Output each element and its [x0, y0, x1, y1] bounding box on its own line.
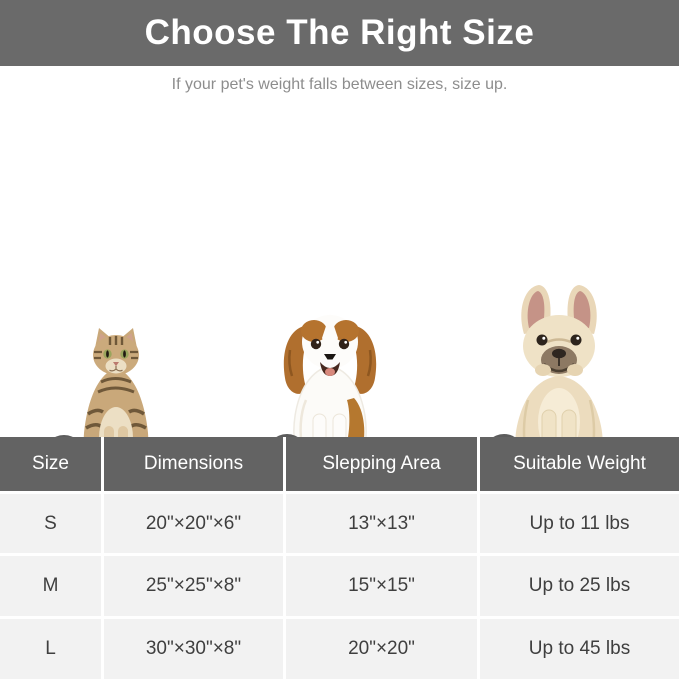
bulldog-head	[523, 315, 595, 377]
dog-head	[301, 314, 359, 376]
pet-size-examples: S M L	[0, 110, 679, 478]
size-table: Size Dimensions Slepping Area Suitable W…	[0, 437, 679, 679]
cell-m-size: M	[0, 556, 101, 616]
cell-m-dimensions: 25"×25"×8"	[104, 556, 283, 616]
cell-m-sleeping-area: 15"×15"	[286, 556, 477, 616]
cell-l-dimensions: 30"×30"×8"	[104, 619, 283, 679]
column-header-suitable-weight: Suitable Weight	[480, 437, 679, 491]
column-header-size: Size	[0, 437, 101, 491]
cell-s-size: S	[0, 494, 101, 553]
cell-l-size: L	[0, 619, 101, 679]
cell-l-sleeping-area: 20"×20"	[286, 619, 477, 679]
column-header-sleeping-area: Slepping Area	[286, 437, 477, 491]
cat-head	[93, 328, 139, 375]
cell-s-dimensions: 20"×20"×6"	[104, 494, 283, 553]
cell-l-suitable-weight: Up to 45 lbs	[480, 619, 679, 679]
column-header-dimensions: Dimensions	[104, 437, 283, 491]
cell-s-sleeping-area: 13"×13"	[286, 494, 477, 553]
cell-m-suitable-weight: Up to 25 lbs	[480, 556, 679, 616]
cell-s-suitable-weight: Up to 11 lbs	[480, 494, 679, 553]
subtitle: If your pet's weight falls between sizes…	[171, 76, 508, 93]
page-title: Choose The Right Size	[144, 13, 535, 52]
title-bar: Choose The Right Size	[0, 0, 679, 66]
